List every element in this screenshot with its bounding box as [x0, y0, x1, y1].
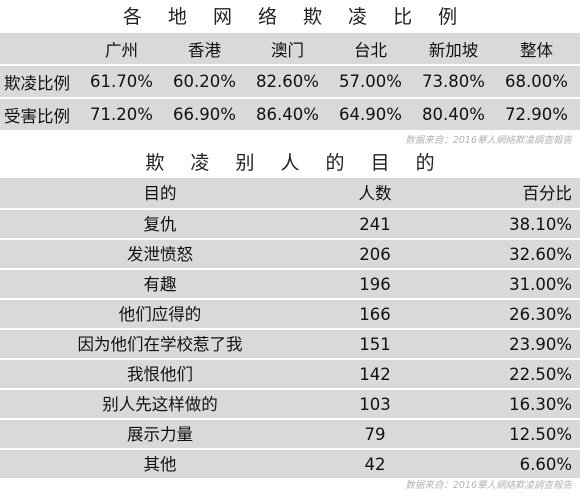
purpose-cell: 我恨他们: [127, 365, 193, 384]
table-row: 有趣 196 31.00%: [0, 270, 580, 299]
row-divider: [0, 64, 580, 66]
table1-row-bully: 欺凌比例 61.70% 60.20% 82.60% 57.00% 73.80% …: [0, 66, 580, 97]
table1-header-row: 广州 香港 澳门 台北 新加坡 整体: [0, 33, 580, 64]
purpose-cell: 别人先这样做的: [102, 395, 218, 414]
row-divider: [0, 448, 580, 450]
row-divider: [0, 208, 580, 210]
count-cell: 142: [359, 365, 391, 384]
purpose-cell: 他们应得的: [118, 305, 202, 324]
percent-cell: 38.10%: [509, 215, 572, 234]
percent-cell: 12.50%: [509, 425, 572, 444]
source-note: 数据来自：2016華人網絡欺凌調查報告: [405, 480, 572, 491]
table-row: 我恨他们 142 22.50%: [0, 360, 580, 389]
count-cell: 241: [359, 215, 391, 234]
column-header: 人数: [358, 184, 392, 203]
table-row: 发泄愤怒 206 32.60%: [0, 240, 580, 269]
purpose-cell: 其他: [143, 455, 177, 474]
row-label: 受害比例: [4, 106, 70, 126]
table-cell: 82.60%: [256, 72, 319, 91]
table-cell: 60.20%: [173, 72, 236, 91]
table-cell: 73.80%: [422, 72, 485, 91]
column-header: 澳门: [271, 40, 304, 60]
row-divider: [0, 388, 580, 390]
column-header: 香港: [188, 40, 221, 60]
table1-title: 各 地 网 络 欺 凌 比 例: [122, 6, 468, 28]
purpose-cell: 有趣: [143, 275, 177, 294]
purpose-cell: 因为他们在学校惹了我: [77, 335, 243, 354]
purpose-cell: 发泄愤怒: [127, 245, 193, 264]
count-cell: 151: [359, 335, 391, 354]
table-cell: 61.70%: [90, 72, 153, 91]
percent-cell: 26.30%: [509, 305, 572, 324]
table-row: 因为他们在学校惹了我 151 23.90%: [0, 330, 580, 359]
table-row: 他们应得的 166 26.30%: [0, 300, 580, 329]
percent-cell: 6.60%: [519, 455, 572, 474]
count-cell: 206: [359, 245, 391, 264]
row-divider: [0, 358, 580, 360]
table2-header-row: 目的 人数 百分比: [0, 178, 580, 209]
column-header: 广州: [105, 40, 138, 60]
purpose-cell: 展示力量: [127, 425, 193, 444]
row-divider: [0, 97, 580, 99]
table-cell: 68.00%: [505, 72, 568, 91]
row-divider: [0, 268, 580, 270]
table-cell: 64.90%: [339, 105, 402, 124]
table-row: 复仇 241 38.10%: [0, 210, 580, 239]
column-header: 百分比: [522, 184, 573, 203]
table2-title: 欺 凌 别 人 的 目 的: [145, 152, 445, 174]
count-cell: 166: [359, 305, 391, 324]
source-note: 数据来自：2016華人網絡欺凌調查報告: [405, 135, 572, 146]
table-cell: 72.90%: [505, 105, 568, 124]
column-header: 目的: [143, 184, 177, 203]
count-cell: 79: [364, 425, 386, 444]
percent-cell: 23.90%: [509, 335, 572, 354]
table-row: 别人先这样做的 103 16.30%: [0, 390, 580, 419]
table1-row-victim: 受害比例 71.20% 66.90% 86.40% 64.90% 80.40% …: [0, 99, 580, 130]
count-cell: 103: [359, 395, 391, 414]
table-cell: 57.00%: [339, 72, 402, 91]
percent-cell: 16.30%: [509, 395, 572, 414]
table-row: 展示力量 79 12.50%: [0, 420, 580, 449]
percent-cell: 31.00%: [509, 275, 572, 294]
table1-background: [0, 33, 580, 130]
table-cell: 80.40%: [422, 105, 485, 124]
table-row: 其他 42 6.60%: [0, 450, 580, 479]
column-header: 整体: [520, 40, 553, 60]
percent-cell: 22.50%: [509, 365, 572, 384]
column-header: 台北: [354, 40, 387, 60]
row-label: 欺凌比例: [4, 73, 70, 93]
row-divider: [0, 238, 580, 240]
row-divider: [0, 298, 580, 300]
purpose-cell: 复仇: [143, 215, 177, 234]
table-cell: 66.90%: [173, 105, 236, 124]
count-cell: 196: [359, 275, 391, 294]
row-divider: [0, 328, 580, 330]
table-cell: 86.40%: [256, 105, 319, 124]
percent-cell: 32.60%: [509, 245, 572, 264]
row-divider: [0, 418, 580, 420]
table-cell: 71.20%: [90, 105, 153, 124]
column-header: 新加坡: [428, 40, 479, 60]
count-cell: 42: [364, 455, 386, 474]
